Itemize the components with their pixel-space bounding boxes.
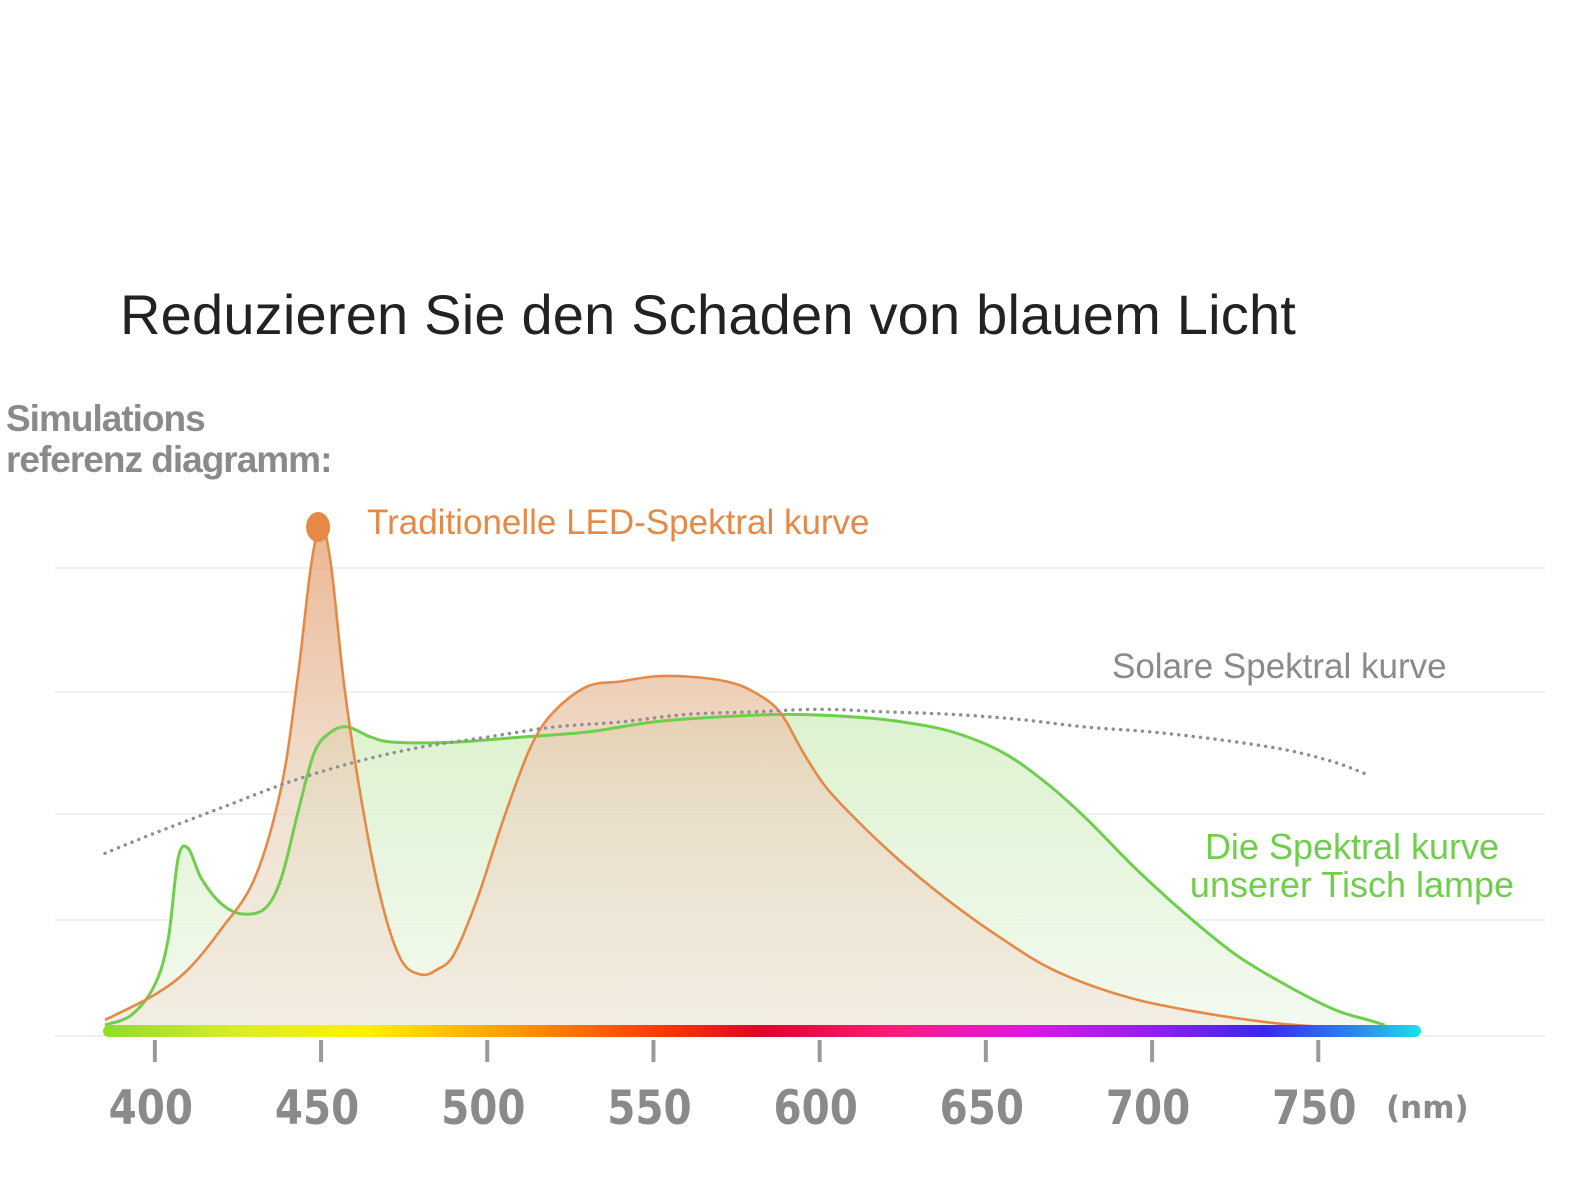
led-series-line xyxy=(104,523,1385,1030)
solar-series-label: Solare Spektral kurve xyxy=(1112,647,1447,686)
x-axis-unit: (nm) xyxy=(1386,1090,1469,1126)
solar-series-line xyxy=(103,707,1370,855)
x-tick-label: 450 xyxy=(275,1081,359,1136)
chart-subtitle: Simulations referenz diagramm: xyxy=(6,398,332,480)
x-tick-label: 700 xyxy=(1106,1081,1190,1136)
page-title: Reduzieren Sie den Schaden von blauem Li… xyxy=(120,283,1297,346)
x-axis: 400 450 500 550 600 650 700 750 (nm) xyxy=(103,1025,1469,1136)
x-tick-label: 650 xyxy=(940,1081,1024,1136)
chart-subtitle-line2: referenz diagramm: xyxy=(6,439,332,480)
lamp-series-label-line2: unserer Tisch lampe xyxy=(1190,864,1514,905)
x-tick-label: 400 xyxy=(109,1081,193,1136)
x-tick-label: 600 xyxy=(773,1081,857,1136)
x-tick-label: 750 xyxy=(1272,1081,1356,1136)
spectrum-bar xyxy=(103,1025,1421,1037)
x-tick-label: 500 xyxy=(441,1081,525,1136)
x-tick-label: 550 xyxy=(607,1081,691,1136)
led-area xyxy=(105,525,1385,1030)
lamp-series-label-line1: Die Spektral kurve xyxy=(1205,826,1499,867)
led-peak-marker xyxy=(306,512,331,542)
led-series-label: Traditionelle LED-Spektral kurve xyxy=(367,503,870,542)
lamp-series-line xyxy=(104,712,1386,1027)
series-lines xyxy=(103,512,1386,1030)
area-fills xyxy=(105,525,1385,1030)
chart-labels: Traditionelle LED-Spektral kurve Solare S… xyxy=(367,503,1514,905)
chart-subtitle-line1: Simulations xyxy=(6,398,206,439)
